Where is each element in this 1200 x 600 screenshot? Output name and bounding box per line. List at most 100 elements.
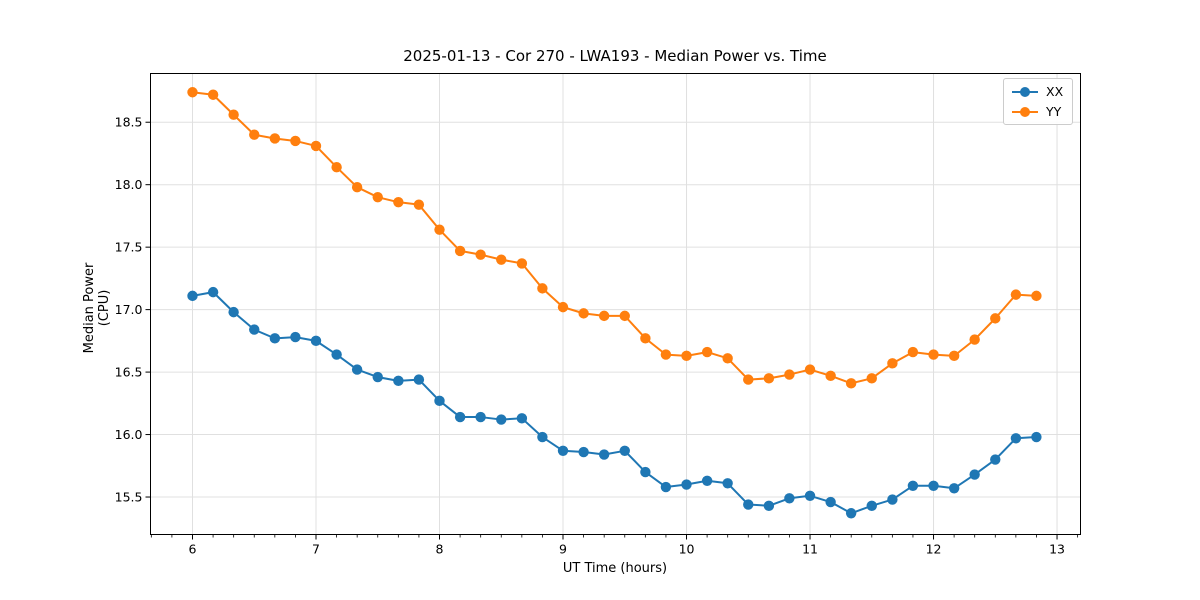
x-axis-label: UT Time (hours) (562, 561, 668, 576)
legend-line-sample-yy (1012, 106, 1038, 117)
data-point-xx (413, 374, 425, 385)
y-tick-label: 17.5 (115, 239, 143, 254)
data-point-yy (454, 245, 466, 257)
data-point-yy (928, 349, 939, 360)
data-point-xx (557, 445, 569, 456)
data-point-xx (1031, 431, 1042, 443)
data-point-xx (866, 500, 877, 511)
data-point-xx (969, 469, 980, 480)
data-point-xx (825, 496, 836, 508)
legend-label-yy: YY (1046, 104, 1062, 119)
data-point-yy (578, 308, 589, 319)
data-point-xx (475, 411, 486, 423)
y-tick-label: 16.0 (115, 427, 143, 442)
x-tick-label: 13 (1049, 542, 1065, 557)
data-point-yy (784, 369, 795, 380)
x-tick-label: 9 (559, 542, 567, 557)
data-point-xx (228, 306, 239, 318)
x-tick-label: 8 (436, 542, 444, 557)
data-point-yy (413, 199, 425, 210)
axes-spines (150, 73, 1081, 535)
data-point-xx (290, 331, 301, 343)
data-point-yy (434, 224, 445, 235)
data-point-xx (990, 454, 1001, 465)
data-point-yy (537, 283, 548, 294)
data-point-yy (598, 310, 610, 322)
data-point-xx (660, 481, 672, 493)
data-point-yy (496, 254, 507, 265)
data-point-yy (948, 350, 960, 362)
data-point-xx (619, 445, 630, 456)
data-point-yy (660, 349, 672, 360)
data-point-yy (310, 140, 322, 152)
x-tick-label: 12 (926, 542, 942, 557)
data-point-xx (928, 480, 939, 491)
data-point-xx (948, 483, 960, 494)
data-point-yy (269, 133, 281, 144)
y-tick-label: 18.0 (115, 177, 143, 192)
x-tick-label: 10 (679, 542, 695, 557)
data-point-yy (722, 353, 733, 364)
data-point-xx (207, 286, 219, 298)
data-point-yy (290, 135, 301, 147)
data-point-yy (825, 370, 836, 382)
legend-item-xx: XX (1011, 82, 1063, 101)
data-point-yy (887, 358, 898, 369)
data-point-yy (331, 161, 342, 173)
data-point-xx (804, 490, 816, 501)
data-point-yy (640, 333, 651, 344)
data-point-xx (537, 431, 548, 443)
data-point-yy (743, 374, 754, 385)
data-point-xx (187, 290, 198, 302)
y-tick-label: 16.5 (115, 364, 143, 379)
data-point-xx (640, 466, 651, 478)
legend-line-sample-xx (1012, 86, 1038, 97)
data-point-yy (393, 196, 404, 208)
data-point-yy (475, 249, 486, 260)
data-point-yy (249, 129, 260, 140)
y-tick-label: 17.0 (115, 302, 143, 317)
data-point-xx (907, 480, 919, 491)
x-tick-label: 7 (312, 542, 320, 557)
x-tick-label: 11 (802, 542, 818, 557)
legend-item-yy: YY (1011, 102, 1063, 121)
data-point-yy (557, 301, 569, 313)
data-point-yy (207, 89, 219, 100)
data-point-xx (454, 411, 466, 423)
data-point-xx (598, 449, 610, 460)
data-point-xx (743, 499, 754, 510)
data-point-xx (310, 335, 322, 347)
data-point-xx (249, 324, 260, 335)
data-point-xx (763, 500, 775, 511)
legend: XX YY (1003, 78, 1074, 125)
data-point-yy (372, 191, 383, 203)
data-point-xx (1010, 433, 1022, 444)
data-point-xx (701, 475, 713, 486)
y-tick-label: 15.5 (115, 489, 143, 504)
data-point-yy (516, 258, 528, 269)
data-point-yy (990, 313, 1001, 324)
x-tick-label: 6 (189, 542, 197, 557)
legend-label-xx: XX (1046, 84, 1064, 99)
data-point-yy (1031, 290, 1042, 302)
data-point-yy (845, 378, 857, 389)
data-point-xx (578, 446, 589, 458)
data-point-yy (866, 373, 877, 384)
series-line-xx (192, 291, 1037, 515)
data-point-xx (372, 371, 383, 383)
data-point-yy (1010, 289, 1022, 300)
data-point-xx (351, 364, 363, 375)
chart-title: 2025-01-13 - Cor 270 - LWA193 - Median P… (403, 47, 827, 65)
data-point-yy (619, 310, 630, 322)
data-point-xx (393, 375, 404, 387)
data-point-xx (516, 413, 528, 424)
data-point-yy (351, 181, 363, 193)
data-point-yy (969, 334, 980, 345)
data-point-xx (887, 494, 898, 505)
data-point-yy (907, 346, 919, 358)
data-point-yy (804, 364, 816, 375)
data-point-xx (722, 478, 733, 489)
y-tick-label: 18.5 (115, 115, 143, 130)
